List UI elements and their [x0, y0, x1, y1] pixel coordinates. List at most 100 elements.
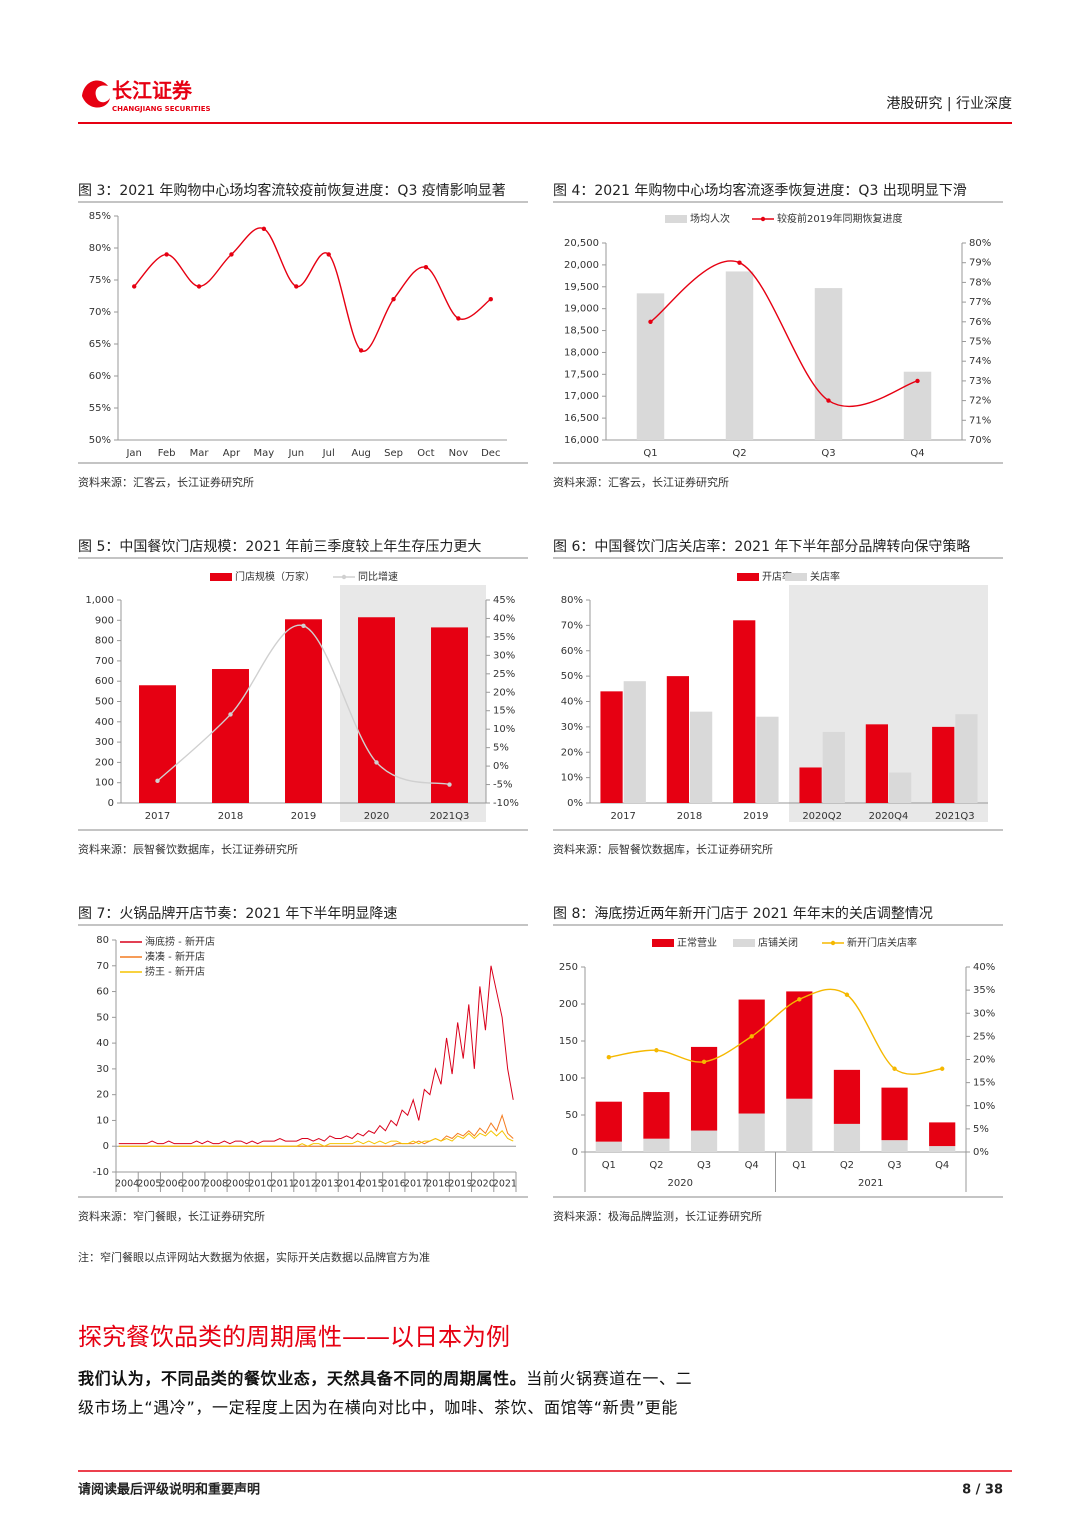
x-tick-label: Q3 [697, 1160, 711, 1171]
y2-tick-label: 15% [493, 706, 515, 717]
y-tick-label: 30% [561, 722, 583, 733]
x-tick-label: Q1 [602, 1160, 616, 1171]
y-tick-label: 800 [95, 636, 114, 647]
x-tick-label: 2005 [137, 1179, 161, 1190]
y-tick-label: 18,500 [564, 326, 599, 337]
y-tick-label: 0 [108, 798, 114, 809]
bar [725, 271, 754, 440]
x-tick-label: 2021 [493, 1179, 517, 1190]
figure-caption: 图 6：中国餐饮门店关店率：2021 年下半年部分品牌转向保守策略 [553, 538, 970, 555]
figure-source: 资料来源：辰智餐饮数据库，长江证券研究所 [78, 842, 298, 856]
y-tick-label: 50 [96, 1012, 109, 1023]
x-tick-label: Q1 [792, 1160, 806, 1171]
y2-tick-label: 35% [493, 632, 515, 643]
x-tick-label: 2020Q4 [869, 811, 909, 822]
bar [358, 617, 395, 803]
y-tick-label: 19,500 [564, 282, 599, 293]
x-tick-label: Sep [384, 448, 403, 459]
y2-tick-label: 10% [493, 724, 515, 735]
y2-tick-label: 76% [969, 317, 991, 328]
y-tick-label: 200 [95, 757, 114, 768]
x-tick-label: Q2 [649, 1160, 663, 1171]
line-point [654, 1048, 659, 1053]
figure-source: 资料来源：辰智餐饮数据库，长江证券研究所 [553, 842, 773, 856]
figure-caption: 图 7：火锅品牌开店节奏：2021 年下半年明显降速 [78, 905, 397, 922]
y-tick-label: 0 [103, 1141, 109, 1152]
bar [431, 627, 468, 803]
bar-segment [690, 1130, 718, 1152]
line-point [892, 1066, 897, 1071]
y-tick-label: 100 [559, 1073, 578, 1084]
y-tick-label: 65% [89, 339, 111, 350]
line-point [737, 260, 742, 265]
legend-swatch [737, 573, 759, 581]
line-point [915, 378, 920, 384]
y-tick-label: 100 [95, 778, 114, 789]
y-tick-label: 19,000 [564, 304, 599, 315]
legend-label: 店铺关闭 [758, 936, 798, 949]
y-tick-label: 30 [96, 1064, 109, 1075]
line-point [844, 992, 850, 997]
y-tick-label: 60 [96, 987, 109, 998]
y-tick-label: 75% [89, 275, 111, 286]
y2-tick-label: 71% [969, 415, 991, 426]
legend-label: 海底捞 - 新开店 [145, 935, 215, 948]
x-tick-label: 2012 [293, 1179, 317, 1190]
y-tick-label: 20 [96, 1090, 109, 1101]
y-tick-label: 50 [565, 1110, 578, 1121]
line-point [326, 252, 331, 257]
x-tick-label: 2008 [204, 1179, 228, 1190]
line-point [701, 1059, 707, 1065]
x-tick-label: 2017 [610, 811, 635, 822]
x-tick-label: 2015 [359, 1179, 383, 1190]
y-tick-label: 55% [89, 403, 111, 414]
legend-swatch [785, 573, 807, 581]
y-tick-label: 40% [561, 697, 583, 708]
y2-tick-label: 20% [493, 687, 515, 698]
bar [139, 685, 176, 803]
figure-source: 资料来源：汇客云，长江证券研究所 [78, 475, 254, 489]
legend-label: 同比增速 [358, 570, 398, 583]
line-point [749, 1034, 754, 1039]
body-normal: 当前火锅赛道在一、二级市场上“遇冷”，一定程度上因为在横向对比中，咖啡、茶饮、面… [78, 1369, 693, 1417]
x-tick-label: 2018 [677, 811, 702, 822]
x-tick-label: 2010 [248, 1179, 272, 1190]
line-point [132, 284, 137, 289]
y2-tick-label: 40% [493, 613, 515, 624]
x-tick-label: Q2 [732, 448, 746, 459]
x-tick-label: 2019 [448, 1179, 472, 1190]
x-tick-label: 2016 [382, 1179, 406, 1190]
x-tick-label: 2020 [471, 1179, 495, 1190]
y-tick-label: 50% [89, 435, 111, 446]
x-tick-label: 2017 [145, 811, 170, 822]
x-tick-label: 2013 [315, 1179, 339, 1190]
line-point [301, 623, 306, 629]
y2-tick-label: 45% [493, 595, 515, 606]
x-tick-label: 2021Q3 [935, 811, 975, 822]
bar-segment [833, 1069, 861, 1124]
bar-segment [786, 1098, 813, 1152]
line-point [164, 252, 169, 257]
y-tick-label: 50% [561, 671, 583, 682]
bar [814, 288, 843, 440]
line-point [196, 284, 202, 289]
legend-marker [830, 940, 836, 946]
x-tick-label: Mar [190, 448, 210, 459]
figure-source: 资料来源：极海品牌监测，长江证券研究所 [553, 1209, 762, 1223]
y2-tick-label: 25% [973, 1031, 995, 1042]
y2-tick-label: 15% [973, 1078, 995, 1089]
logo-en: CHANGJIANG SECURITIES [112, 105, 211, 113]
bar [955, 714, 978, 803]
series-line [118, 1113, 514, 1147]
x-tick-label: Aug [351, 448, 371, 459]
x-tick-label: Feb [158, 448, 176, 459]
y-tick-label: 700 [95, 656, 114, 667]
x-tick-label: 2018 [426, 1179, 450, 1190]
x-tick-label: Apr [223, 448, 241, 459]
x-tick-label: Q1 [643, 448, 657, 459]
x-tick-label: Q3 [887, 1160, 901, 1171]
bar [690, 711, 713, 803]
y2-tick-label: 5% [973, 1124, 989, 1135]
bar [756, 716, 779, 803]
